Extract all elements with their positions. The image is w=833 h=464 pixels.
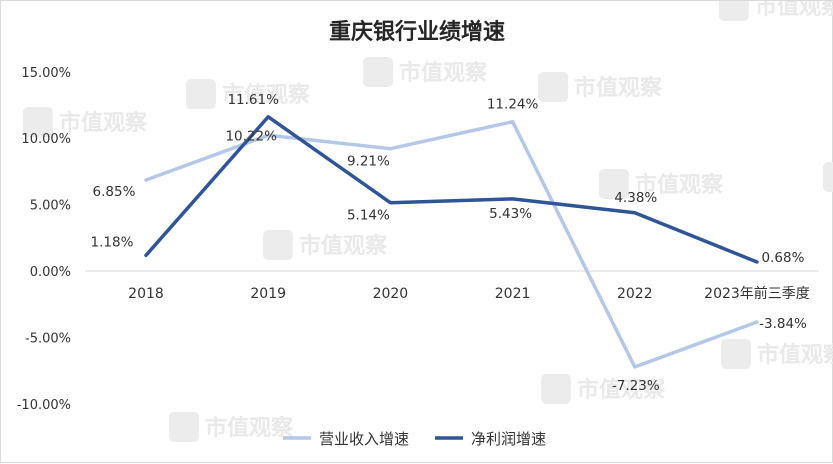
watermark: 市值观察 bbox=[23, 107, 148, 137]
watermark-text: 市值观察 bbox=[577, 377, 666, 403]
market-watch-logo-icon bbox=[538, 72, 568, 102]
data-label: 9.21% bbox=[347, 154, 390, 170]
watermark-text: 市值观察 bbox=[574, 75, 663, 101]
market-watch-logo-icon bbox=[721, 339, 751, 369]
watermark-text: 市值观察 bbox=[205, 415, 294, 441]
market-watch-logo-icon bbox=[263, 230, 293, 260]
watermark: 市值观察 bbox=[721, 339, 833, 369]
data-label: 11.61% bbox=[227, 92, 279, 108]
data-label: -3.84% bbox=[759, 316, 807, 332]
x-tick-label: 2023年前三季度 bbox=[704, 285, 810, 302]
legend-label: 营业收入增速 bbox=[319, 430, 409, 448]
watermark: 市值观察 bbox=[263, 230, 388, 260]
watermark-text: 市值观察 bbox=[757, 342, 833, 368]
series-layer bbox=[144, 115, 759, 369]
x-tick-label: 2022 bbox=[617, 286, 653, 302]
x-tick-label: 2021 bbox=[495, 286, 531, 302]
data-label: 5.14% bbox=[347, 208, 390, 224]
data-label: 4.38% bbox=[614, 190, 657, 206]
x-tick-label: 2020 bbox=[373, 286, 409, 302]
y-tick-label: 0.00% bbox=[30, 265, 71, 280]
y-tick-label: 15.00% bbox=[21, 66, 71, 81]
watermark: 市值观察 bbox=[538, 72, 663, 102]
data-label: 10.22% bbox=[225, 128, 277, 144]
y-tick-label: -5.00% bbox=[25, 331, 71, 346]
y-tick-label: -10.00% bbox=[17, 398, 71, 413]
legend-label: 净利润增速 bbox=[471, 430, 546, 448]
watermark-layer: 市值观察市值观察市值观察市值观察市值观察市值观察市值观察市值观察市值观察市值观察… bbox=[23, 1, 833, 442]
data-label: 0.68% bbox=[762, 250, 805, 266]
market-watch-logo-icon bbox=[363, 57, 393, 87]
y-tick-label: 5.00% bbox=[30, 199, 71, 214]
series-line-revenue-growth bbox=[144, 119, 759, 369]
x-tick-label: 2019 bbox=[250, 286, 286, 302]
data-label: -7.23% bbox=[612, 378, 660, 394]
market-watch-logo-icon bbox=[719, 1, 749, 21]
watermark: 市值观察 bbox=[719, 1, 833, 21]
watermark-text: 市值观察 bbox=[755, 1, 833, 20]
watermark: 市值观察 bbox=[169, 412, 294, 442]
legend-item: 营业收入增速 bbox=[283, 430, 409, 448]
watermark-text: 市值观察 bbox=[399, 60, 488, 86]
data-label: 1.18% bbox=[91, 234, 134, 250]
y-tick-label: 10.00% bbox=[21, 132, 71, 147]
data-labels: 6.85% 10.22% 9.21% 11.24% -7.23% -3.84% 1.18% 1… bbox=[91, 92, 807, 394]
watermark: 市值观察 bbox=[599, 169, 724, 199]
watermark: 市值观察 bbox=[186, 79, 311, 109]
market-watch-logo-icon bbox=[541, 374, 571, 404]
market-watch-logo-icon bbox=[169, 412, 199, 442]
market-watch-logo-icon bbox=[186, 79, 216, 109]
watermark: 市值观察 bbox=[823, 162, 833, 192]
market-watch-logo-icon bbox=[599, 169, 629, 199]
y-axis: 15.00% 10.00% 5.00% 0.00% -5.00% -10.00% bbox=[17, 66, 71, 413]
series-line-net-profit-growth bbox=[144, 115, 759, 264]
market-watch-logo-icon bbox=[823, 162, 833, 192]
watermark: 市值观察 bbox=[541, 374, 666, 404]
chart-title: 重庆银行业绩增速 bbox=[329, 19, 505, 45]
legend: 营业收入增速 净利润增速 bbox=[283, 430, 546, 448]
data-label: 11.24% bbox=[487, 97, 539, 113]
x-axis: 2018 2019 2020 2021 2022 2023年前三季度 bbox=[128, 285, 810, 302]
watermark-text: 市值观察 bbox=[299, 233, 388, 259]
watermark: 市值观察 bbox=[363, 57, 488, 87]
watermark-text: 市值观察 bbox=[222, 82, 311, 108]
x-tick-label: 2018 bbox=[128, 286, 164, 302]
data-label: 5.43% bbox=[489, 206, 532, 222]
data-label: 6.85% bbox=[93, 184, 136, 200]
watermark-text: 市值观察 bbox=[59, 110, 148, 136]
market-watch-logo-icon bbox=[23, 107, 53, 137]
watermark-text: 市值观察 bbox=[635, 172, 724, 198]
legend-item: 净利润增速 bbox=[435, 430, 546, 448]
